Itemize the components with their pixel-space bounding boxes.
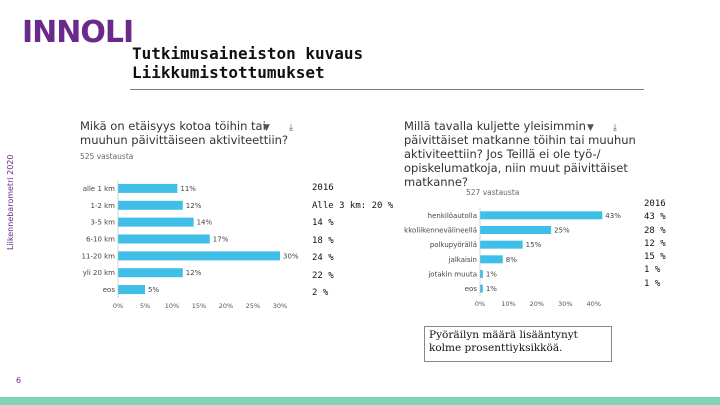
comparison-row: 43 % (644, 212, 666, 223)
data-label: 15% (526, 241, 542, 249)
comparison-row: 18 % (312, 235, 334, 246)
bar (480, 255, 503, 264)
question-text: Millä tavalla kuljette yleisimmin (404, 119, 586, 133)
x-tick-label: 25% (246, 302, 260, 310)
category-label: polkupyörällä (430, 241, 477, 249)
page-title-line-1: Tutkimusaineiston kuvaus (132, 44, 364, 63)
x-tick-label: 20% (530, 300, 544, 308)
data-label: 14% (197, 219, 213, 227)
question-text: Mikä on etäisyys kotoa töihin tai (80, 119, 266, 133)
filter-icon: ▼ (263, 123, 270, 133)
category-label: joukkoliikennevälineellä (404, 227, 477, 235)
x-tick-label: 20% (219, 302, 233, 310)
comparison-row: Alle 3 km: 20 % (312, 200, 394, 211)
bar (480, 211, 603, 220)
data-label: 12% (186, 202, 202, 210)
category-label: alle 1 km (83, 185, 115, 193)
data-label: 1% (486, 285, 497, 293)
comparison-row: 1 % (644, 278, 661, 289)
comparison-2016-mode: 2016 43 % 28 % 12 % 15 % 1 % 1 % (644, 198, 666, 291)
x-tick-label: 10% (501, 300, 515, 308)
comparison-row: 12 % (644, 238, 666, 249)
comparison-row: 1 % (644, 265, 661, 276)
side-label: Liikennebarometri 2020 (6, 154, 15, 251)
bar (480, 284, 483, 293)
footer-bar (0, 397, 720, 405)
x-tick-label: 15% (192, 302, 206, 310)
distance-chart: Mikä on etäisyys kotoa töihin taimuuhun … (80, 119, 299, 310)
bar (118, 183, 178, 193)
comparison-row: 14 % (312, 218, 334, 228)
category-label: yli 20 km (83, 269, 115, 277)
data-label: 11% (180, 185, 196, 193)
travel-mode-chart: Millä tavalla kuljette yleisimminpäivitt… (404, 119, 636, 308)
filter-icon: ▼ (587, 123, 594, 133)
responses-count: 527 vastausta (466, 188, 519, 197)
note-box: Pyöräilyn määrä lisääntynyt kolme prosen… (424, 326, 612, 362)
question-text: matkanne? (404, 175, 468, 189)
bar (480, 270, 483, 278)
x-tick-label: 10% (165, 302, 179, 310)
bar (118, 285, 145, 295)
question-text: muuhun päivittäiseen aktiviteettiin? (80, 133, 288, 147)
category-label: 3-5 km (90, 219, 115, 227)
comparison-header: 2016 (312, 183, 334, 193)
comparison-header: 2016 (644, 199, 666, 209)
bar (480, 226, 552, 234)
category-label: eos (465, 285, 478, 293)
category-label: jalkaisin (448, 256, 477, 264)
comparison-row: 24 % (312, 253, 334, 263)
responses-count: 525 vastausta (80, 152, 133, 161)
page-title-line-2: Liikkumistottumukset (132, 63, 325, 82)
bar (118, 251, 280, 261)
data-label: 12% (186, 269, 202, 277)
category-label: eos (103, 286, 116, 294)
x-tick-label: 30% (558, 300, 572, 308)
innolink-logo: INNOLINK (22, 15, 132, 48)
category-label: henkilöautolla (428, 212, 477, 220)
x-tick-label: 40% (587, 300, 601, 308)
bar (118, 217, 194, 227)
bar (118, 234, 210, 244)
data-label: 5% (148, 286, 159, 294)
category-label: jotakin muuta (427, 271, 477, 279)
data-label: 8% (506, 256, 517, 264)
x-tick-label: 30% (273, 302, 287, 310)
question-text: opiskelumatkoja, niin muut päivittäiset (404, 161, 628, 175)
comparison-row: 28 % (644, 225, 666, 236)
question-text: aktiviteettiin? Jos Teillä ei ole työ-/ (404, 147, 601, 161)
data-label: 25% (554, 227, 570, 235)
x-tick-label: 5% (140, 302, 150, 310)
category-label: 11-20 km (82, 252, 116, 260)
download-icon: ⤓ (289, 123, 293, 133)
x-tick-label: 0% (475, 300, 485, 308)
comparison-2016-distance: 2016 Alle 3 km: 20 % 14 % 18 % 24 % 22 %… (312, 180, 393, 303)
comparison-row: 15 % (644, 252, 666, 263)
data-label: 17% (213, 236, 229, 244)
title-divider (130, 89, 644, 90)
category-label: 1-2 km (90, 202, 115, 210)
category-label: 6-10 km (86, 236, 115, 244)
logo-text: INNOLINK (22, 15, 132, 48)
download-icon: ⤓ (613, 123, 617, 133)
bar (118, 268, 183, 278)
comparison-row: 2 % (312, 288, 329, 298)
data-label: 30% (283, 252, 299, 260)
bar (480, 240, 523, 249)
bar (118, 200, 183, 210)
data-label: 43% (605, 212, 621, 220)
x-tick-label: 0% (113, 302, 123, 310)
page-number: 6 (16, 376, 22, 385)
page-title: Tutkimusaineiston kuvaus Liikkumistottum… (132, 44, 363, 82)
question-text: päivittäiset matkanne töihin tai muuhun (404, 133, 636, 147)
data-label: 1% (486, 271, 497, 279)
comparison-row: 22 % (312, 270, 334, 281)
